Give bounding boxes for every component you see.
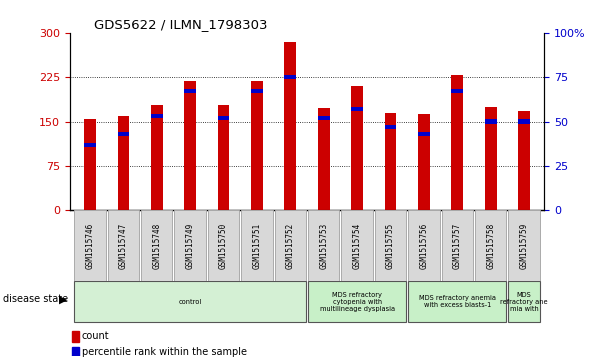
- Text: percentile rank within the sample: percentile rank within the sample: [81, 347, 247, 357]
- Bar: [508, 281, 540, 322]
- Bar: [308, 281, 406, 322]
- Bar: [72, 347, 79, 357]
- Bar: [452, 75, 463, 210]
- Bar: [518, 111, 530, 210]
- Text: control: control: [179, 299, 202, 305]
- Bar: [485, 107, 497, 210]
- Bar: [218, 105, 229, 210]
- Text: GSM1515755: GSM1515755: [386, 223, 395, 269]
- Text: GSM1515756: GSM1515756: [420, 223, 429, 269]
- Bar: [208, 210, 239, 281]
- Bar: [151, 105, 162, 210]
- Bar: [418, 132, 430, 136]
- Text: GSM1515752: GSM1515752: [286, 223, 295, 269]
- Text: GSM1515747: GSM1515747: [119, 223, 128, 269]
- Bar: [84, 119, 96, 210]
- Bar: [408, 281, 506, 322]
- Bar: [117, 132, 129, 136]
- Bar: [74, 210, 106, 281]
- Bar: [251, 81, 263, 210]
- Text: ▶: ▶: [59, 294, 67, 305]
- Bar: [385, 113, 396, 210]
- Bar: [141, 210, 173, 281]
- Text: GSM1515749: GSM1515749: [185, 223, 195, 269]
- Text: MDS refractory anemia
with excess blasts-1: MDS refractory anemia with excess blasts…: [419, 295, 496, 308]
- Text: GSM1515750: GSM1515750: [219, 223, 228, 269]
- Text: GSM1515757: GSM1515757: [453, 223, 462, 269]
- Bar: [251, 89, 263, 93]
- Bar: [418, 114, 430, 210]
- Bar: [485, 119, 497, 123]
- Text: MDS
refractory ane
mia with: MDS refractory ane mia with: [500, 292, 548, 312]
- Text: disease state: disease state: [3, 294, 68, 305]
- Bar: [351, 86, 363, 210]
- Text: GSM1515754: GSM1515754: [353, 223, 362, 269]
- Bar: [241, 210, 272, 281]
- Bar: [84, 143, 96, 147]
- Bar: [275, 210, 306, 281]
- Bar: [518, 119, 530, 123]
- Bar: [342, 210, 373, 281]
- Bar: [318, 109, 330, 210]
- Bar: [475, 210, 506, 281]
- Text: count: count: [81, 331, 109, 342]
- Bar: [308, 210, 339, 281]
- Bar: [174, 210, 206, 281]
- Bar: [74, 281, 306, 322]
- Bar: [218, 116, 229, 120]
- Bar: [408, 210, 440, 281]
- Text: GSM1515751: GSM1515751: [252, 223, 261, 269]
- Text: GSM1515753: GSM1515753: [319, 223, 328, 269]
- Bar: [285, 41, 296, 210]
- Bar: [151, 114, 162, 118]
- Bar: [385, 125, 396, 129]
- Bar: [452, 89, 463, 93]
- Text: GSM1515759: GSM1515759: [520, 223, 528, 269]
- Bar: [285, 75, 296, 79]
- Bar: [441, 210, 473, 281]
- Bar: [375, 210, 406, 281]
- Bar: [108, 210, 139, 281]
- Bar: [184, 89, 196, 93]
- Bar: [117, 115, 129, 210]
- Bar: [508, 210, 540, 281]
- Text: GDS5622 / ILMN_1798303: GDS5622 / ILMN_1798303: [94, 19, 267, 32]
- Bar: [72, 331, 79, 342]
- Text: GSM1515758: GSM1515758: [486, 223, 496, 269]
- Text: MDS refractory
cytopenia with
multilineage dysplasia: MDS refractory cytopenia with multilinea…: [320, 292, 395, 312]
- Bar: [184, 81, 196, 210]
- Bar: [318, 116, 330, 120]
- Bar: [351, 107, 363, 111]
- Text: GSM1515748: GSM1515748: [152, 223, 161, 269]
- Text: GSM1515746: GSM1515746: [86, 223, 94, 269]
